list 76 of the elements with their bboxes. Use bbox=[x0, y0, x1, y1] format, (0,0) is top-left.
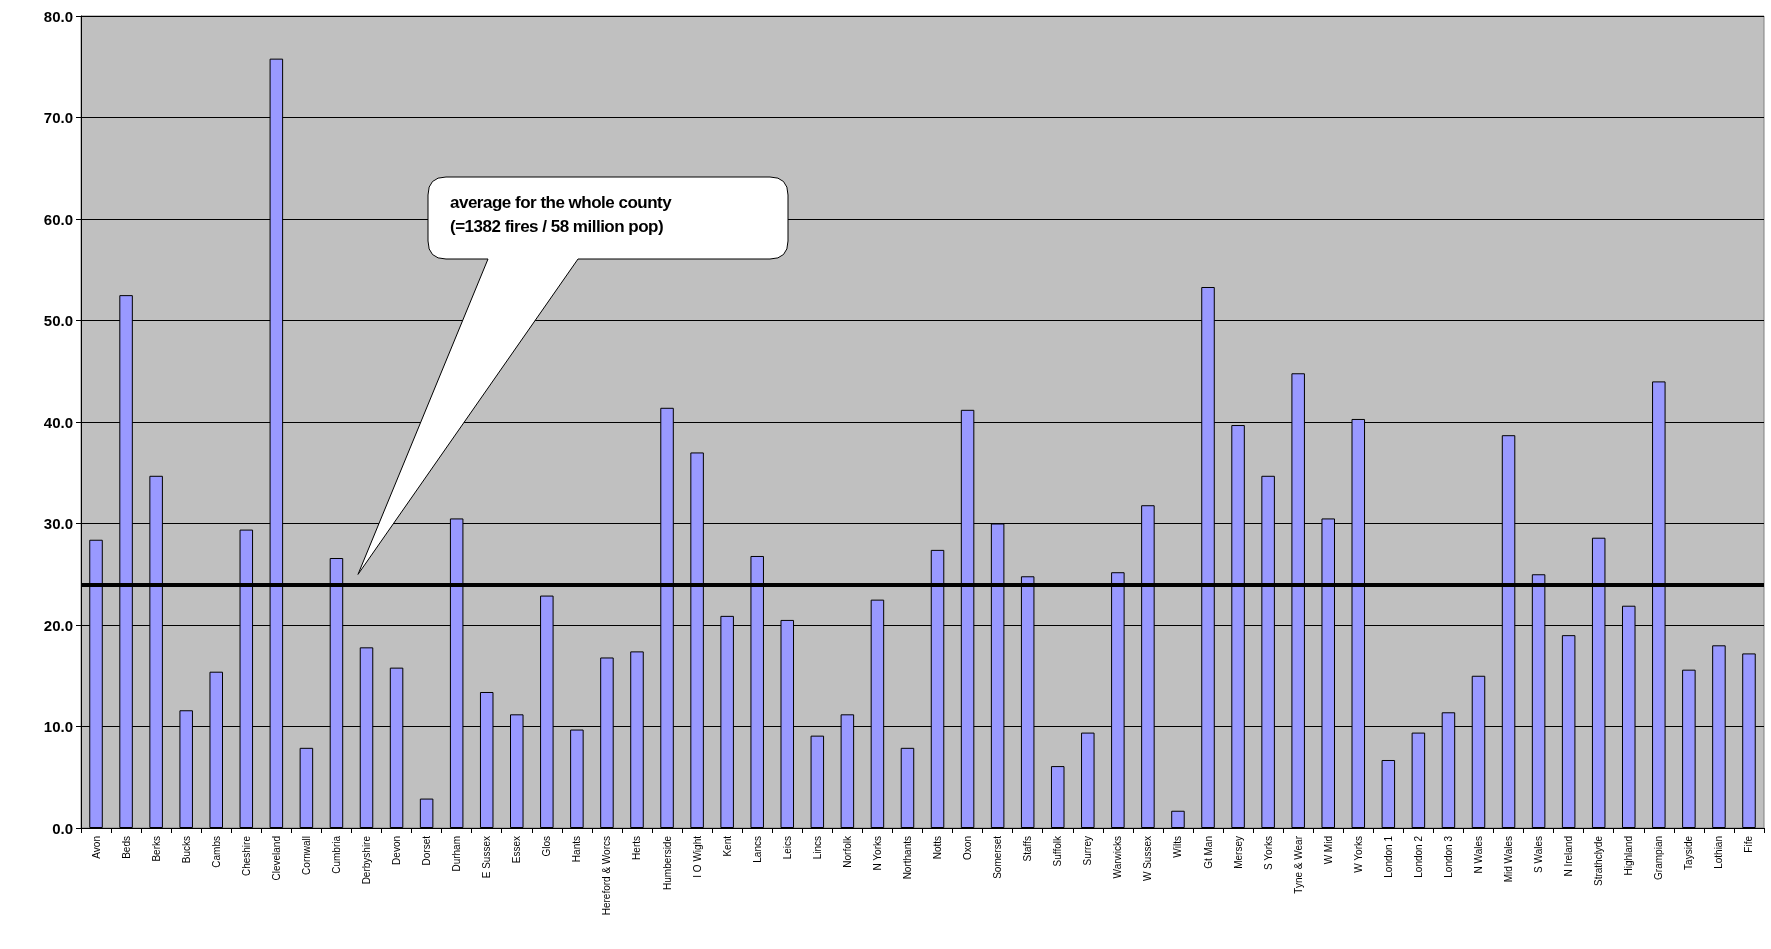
bar bbox=[1381, 760, 1396, 828]
x-tick-label: Mersey bbox=[1232, 836, 1244, 869]
x-tick-label: Wilts bbox=[1172, 836, 1184, 858]
x-tick-label: Highland bbox=[1623, 836, 1635, 876]
x-tick-label: W Sussex bbox=[1142, 836, 1154, 882]
x-tick-label: London 3 bbox=[1442, 835, 1454, 878]
bar bbox=[1081, 732, 1095, 828]
y-tick-label: 0.0 bbox=[52, 819, 73, 837]
x-tick-label: Warwicks bbox=[1112, 836, 1124, 879]
x-tick-label: Cambs bbox=[210, 836, 222, 868]
x-tick-label: Glos bbox=[541, 836, 553, 857]
x-tick-label: Cumbria bbox=[330, 835, 342, 874]
x-tick-label: Strathclyde bbox=[1593, 835, 1605, 887]
y-tick-label: 40.0 bbox=[43, 413, 73, 431]
x-tick-label: N Ireland bbox=[1563, 836, 1575, 877]
x-tick-label: Fife bbox=[1743, 835, 1755, 853]
x-tick-label: Devon bbox=[391, 836, 403, 865]
x-tick-label: Cornwall bbox=[300, 836, 312, 875]
x-tick-label: Beds bbox=[120, 836, 132, 859]
x-tick-label: W Mid bbox=[1322, 836, 1334, 865]
x-tick-label: Tyne & Wear bbox=[1292, 835, 1304, 894]
x-tick-label: Avon bbox=[90, 836, 102, 859]
x-tick-label: Hereford & Worcs bbox=[601, 836, 613, 916]
x-tick-label: Grampian bbox=[1653, 836, 1665, 880]
x-tick-label: Humberside bbox=[661, 835, 673, 890]
y-tick-label: 30.0 bbox=[43, 515, 73, 532]
y-tick-label: 50.0 bbox=[43, 312, 73, 329]
x-tick-label: S Wales bbox=[1533, 836, 1545, 873]
x-tick-label: London 1 bbox=[1382, 835, 1394, 878]
x-tick-label: Derbyshire bbox=[361, 835, 373, 885]
x-tick-label: Tayside bbox=[1683, 835, 1695, 870]
x-tick-label: N Wales bbox=[1472, 836, 1484, 874]
x-tick-label: E Sussex bbox=[481, 836, 493, 879]
x-tick-label: Somerset bbox=[992, 835, 1004, 879]
bar bbox=[810, 735, 825, 828]
x-tick-label: Durham bbox=[451, 836, 463, 872]
x-tick-label: Hants bbox=[571, 836, 583, 863]
bar bbox=[1171, 810, 1185, 828]
y-tick-label: 70.0 bbox=[43, 109, 73, 126]
x-tick-label: Bucks bbox=[180, 836, 192, 864]
y-tick-label: 20.0 bbox=[43, 616, 73, 634]
x-tick-label: Cheshire bbox=[240, 835, 252, 877]
x-tick-label: Herts bbox=[631, 836, 643, 860]
x-tick-label: Gt Man bbox=[1202, 836, 1214, 869]
bar bbox=[1411, 732, 1426, 828]
x-tick-label: Surrey bbox=[1082, 836, 1094, 866]
bar bbox=[419, 798, 434, 828]
x-tick-label: Mid Wales bbox=[1503, 836, 1515, 883]
bar bbox=[1050, 766, 1065, 828]
annotation: average for the whole county (=1382 fires / 58 million pop) bbox=[450, 192, 672, 238]
x-tick-label: Notts bbox=[932, 836, 944, 860]
x-tick-label: Northants bbox=[901, 836, 913, 880]
x-tick-label: Berks bbox=[150, 836, 162, 862]
x-tick-label: Norfolk bbox=[841, 835, 853, 868]
y-tick-label: 10.0 bbox=[43, 718, 73, 735]
x-tick-label: Staffs bbox=[1022, 836, 1034, 862]
x-tick-label: S Yorks bbox=[1262, 836, 1274, 870]
x-tick-label: Essex bbox=[511, 836, 523, 864]
x-tick-label: Lothian bbox=[1713, 836, 1725, 869]
x-tick-label: W Yorks bbox=[1352, 836, 1364, 873]
x-tick-label: Kent bbox=[721, 835, 733, 857]
x-tick-label: Lincs bbox=[811, 836, 823, 860]
x-tick-label: London 2 bbox=[1412, 835, 1424, 878]
y-tick-label: 80.0 bbox=[43, 7, 73, 25]
x-tick-label: Oxon bbox=[962, 836, 974, 860]
bar bbox=[570, 729, 584, 828]
x-tick-label: Cleveland bbox=[270, 836, 282, 881]
x-tick-label: Suffolk bbox=[1052, 835, 1064, 867]
x-tick-label: Lancs bbox=[751, 836, 763, 863]
x-tick-label: N Yorks bbox=[871, 836, 883, 871]
x-tick-label: I O Wight bbox=[691, 835, 703, 878]
bar bbox=[299, 747, 314, 828]
x-tick-label: Dorset bbox=[421, 835, 433, 866]
x-tick-label: Leics bbox=[781, 836, 793, 860]
y-tick-label: 60.0 bbox=[43, 210, 73, 228]
bar bbox=[900, 747, 915, 828]
